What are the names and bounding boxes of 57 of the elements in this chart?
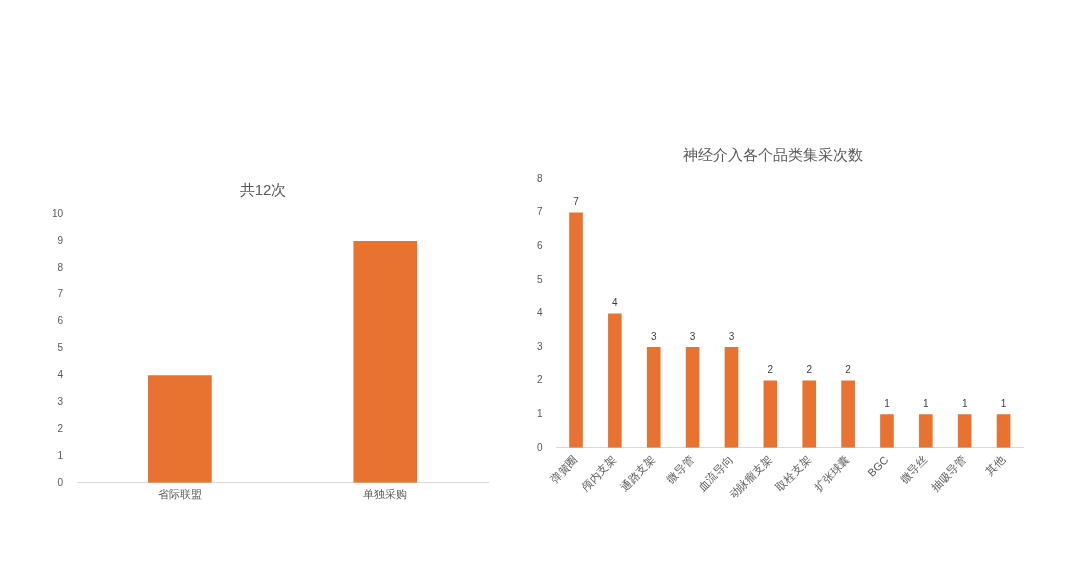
bar	[608, 313, 622, 448]
x-tick-label: 微导管	[664, 453, 697, 486]
y-tick-label: 4	[57, 369, 64, 381]
y-tick-label: 2	[57, 422, 64, 434]
y-tick-label: 0	[537, 441, 543, 453]
y-tick-label: 5	[537, 273, 543, 285]
y-tick-label: 1	[537, 407, 543, 419]
data-label: 3	[650, 330, 657, 342]
x-tick-label: 抽吸导管	[928, 453, 969, 494]
y-tick-label: 9	[57, 234, 64, 246]
x-tick-label: 省际联盟	[157, 488, 202, 501]
x-tick-label: 微导丝	[897, 453, 930, 486]
bar	[880, 414, 894, 448]
y-tick-label: 2	[537, 374, 543, 386]
data-label: 1	[1000, 397, 1007, 409]
bar	[957, 414, 972, 448]
bar	[802, 380, 817, 448]
data-label: 2	[806, 364, 813, 376]
data-label: 3	[689, 330, 696, 342]
data-label: 4	[612, 297, 619, 309]
bar	[919, 414, 933, 448]
data-label: 1	[923, 397, 930, 409]
x-tick-label: 单独采购	[363, 488, 408, 501]
y-tick-label: 5	[57, 342, 64, 354]
y-tick-label: 3	[57, 395, 64, 407]
bar	[685, 346, 700, 448]
y-tick-label: 8	[57, 261, 64, 273]
bar	[646, 346, 661, 448]
x-tick-label: 通路支架	[617, 453, 658, 494]
chart-title: 共12次	[239, 181, 287, 199]
x-tick-label: 取栓支架	[773, 453, 813, 494]
y-tick-label: 7	[57, 288, 64, 300]
data-label: 1	[884, 397, 891, 409]
y-tick-label: 4	[537, 307, 543, 319]
y-tick-label: 6	[57, 315, 64, 327]
data-label: 1	[961, 397, 968, 409]
y-tick-label: 0	[57, 476, 64, 488]
x-tick-label: 颅内支架	[578, 453, 619, 494]
bar	[724, 346, 739, 448]
bar	[763, 380, 778, 448]
data-label: 3	[728, 330, 735, 342]
y-tick-label: 1	[57, 449, 64, 461]
data-label: 2	[845, 364, 852, 376]
x-tick-label: 其他	[983, 453, 1008, 478]
bar	[569, 212, 583, 448]
chart-title: 神经介入各个品类集采次数	[683, 146, 863, 164]
y-tick-label: 6	[537, 239, 543, 251]
x-tick-label: 扩张球囊	[812, 453, 852, 494]
y-tick-label: 3	[537, 340, 543, 352]
bar	[841, 380, 855, 448]
y-tick-label: 10	[52, 207, 64, 219]
x-tick-label: 弹簧圈	[547, 453, 580, 486]
bar	[996, 414, 1011, 448]
data-label: 7	[573, 196, 580, 208]
y-tick-label: 7	[537, 206, 543, 218]
data-label: 2	[767, 364, 774, 376]
y-tick-label: 8	[537, 172, 543, 184]
